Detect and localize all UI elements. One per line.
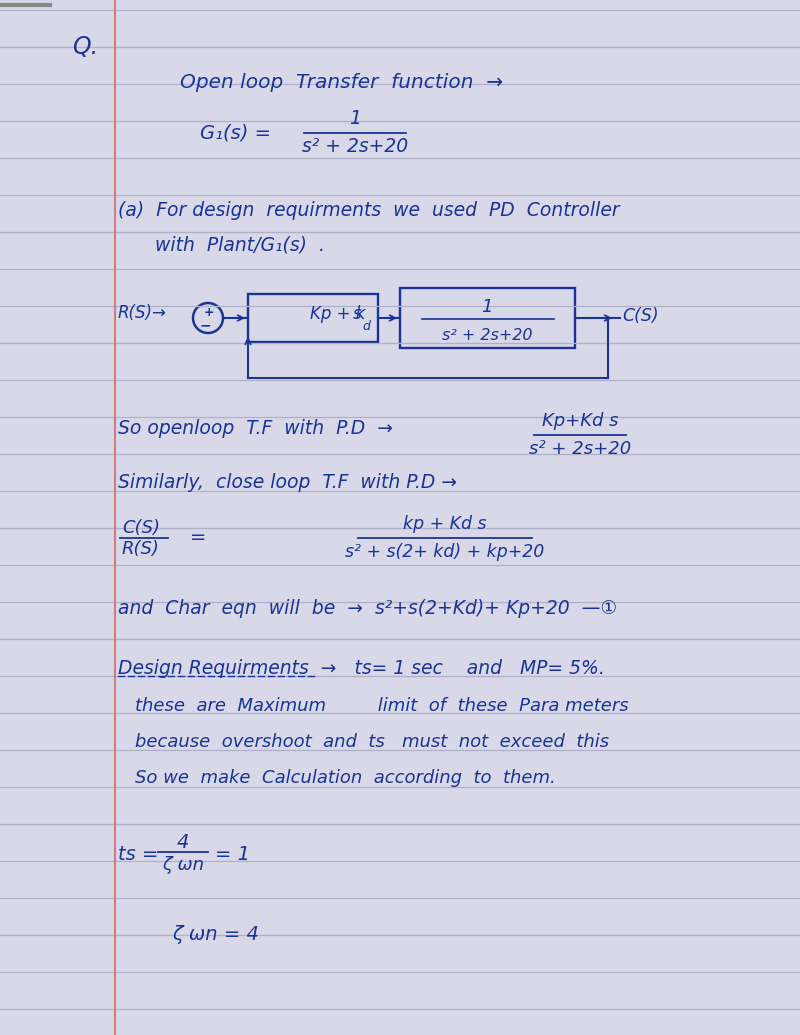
Text: −: − [200,318,212,332]
Text: because  overshoot  and  ts   must  not  exceed  this: because overshoot and ts must not exceed… [135,733,609,751]
Text: = 1: = 1 [215,846,250,864]
Text: Similarly,  close loop  T.F  with P.D →: Similarly, close loop T.F with P.D → [118,473,457,492]
Text: s: s [353,305,362,323]
Text: 1: 1 [349,110,361,128]
Text: s² + s(2+ kd) + kp+20: s² + s(2+ kd) + kp+20 [346,543,545,561]
Text: ts =: ts = [118,846,158,864]
Text: Q.: Q. [72,35,98,59]
Text: So we  make  Calculation  according  to  them.: So we make Calculation according to them… [135,769,556,787]
Bar [248,294,378,342]
Text: and  Char  eqn  will  be  →  s²+s(2+Kd)+ Kp+20  —①: and Char eqn will be → s²+s(2+Kd)+ Kp+20… [118,598,617,618]
Text: 4: 4 [177,832,189,852]
Text: Open loop  Transfer  function  →: Open loop Transfer function → [180,72,503,91]
Text: (a)  For design  requirments  we  used  PD  Controller: (a) For design requirments we used PD Co… [118,201,620,219]
Text: R(S): R(S) [122,540,160,558]
Text: C(S): C(S) [622,307,658,325]
Text: s² + 2s+20: s² + 2s+20 [442,328,532,344]
Text: So openloop  T.F  with  P.D  →: So openloop T.F with P.D → [118,418,393,438]
Text: G₁(s) =: G₁(s) = [200,123,271,143]
Text: 1: 1 [482,298,493,316]
Text: d: d [362,321,370,333]
Text: s² + 2s+20: s² + 2s+20 [302,138,408,156]
Text: these  are  Maximum         limit  of  these  Para meters: these are Maximum limit of these Para me… [135,697,629,715]
Text: C(S): C(S) [122,519,160,537]
Bar [400,288,575,348]
Text: kp + Kd s: kp + Kd s [403,515,486,533]
Text: R(S)→: R(S)→ [118,304,167,322]
Text: +: + [204,305,214,319]
Text: Kp + k: Kp + k [310,305,366,323]
Text: Kp+Kd s: Kp+Kd s [542,412,618,430]
Text: s² + 2s+20: s² + 2s+20 [529,440,631,459]
Text: =: = [190,529,206,548]
Text: Design Requirments  →   ts= 1 sec    and   MP= 5%.: Design Requirments → ts= 1 sec and MP= 5… [118,658,605,678]
Text: ζ ωn = 4: ζ ωn = 4 [172,925,259,945]
Text: ζ ωn: ζ ωn [162,856,204,874]
Text: with  Plant/G₁(s)  .: with Plant/G₁(s) . [155,236,325,255]
